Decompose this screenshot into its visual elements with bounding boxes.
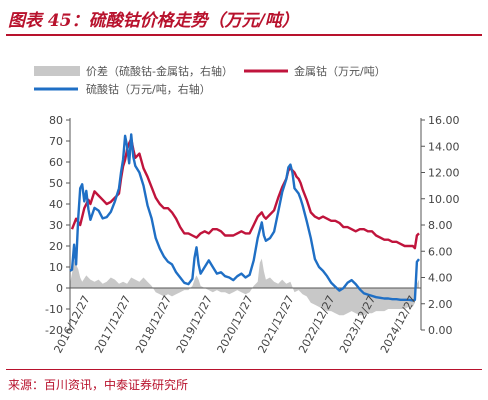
legend-label-metal: 金属钴（万元/吨） [294, 64, 386, 78]
plot-area: 80 70 60 50 40 30 20 10 0 -10 -20 16.00 14.00 12.00 10… [45, 114, 459, 355]
left-tick-label: 10 [49, 261, 63, 274]
right-tick-label: 4.00 [428, 272, 453, 285]
left-tick-label: -10 [45, 303, 63, 316]
left-tick-label: 60 [49, 156, 63, 169]
source-note: 来源：百川资讯，中泰证券研究所 [8, 378, 189, 392]
right-tick-label: 8.00 [428, 219, 453, 232]
cobalt-price-chart: 价差（硫酸钴-金属钴，右轴） 金属钴（万元/吨） 硫酸钴（万元/吨，右轴） 80… [34, 64, 460, 355]
right-tick-label: 6.00 [428, 245, 453, 258]
legend-swatch-spread [34, 66, 80, 76]
left-tick-label: 50 [49, 177, 63, 190]
legend-label-sulfate: 硫酸钴（万元/吨，右轴） [86, 82, 211, 96]
right-tick-label: 10.00 [428, 193, 460, 206]
left-tick-label: -20 [45, 324, 63, 337]
x-tick-label: 2020/12/27 [215, 293, 256, 355]
x-tick-label: 2018/12/27 [133, 293, 174, 355]
right-tick-label: 16.00 [428, 114, 460, 127]
left-tick-label: 40 [49, 198, 63, 211]
left-tick-label: 80 [49, 114, 63, 127]
left-tick-label: 70 [49, 135, 63, 148]
chart-legend: 价差（硫酸钴-金属钴，右轴） 金属钴（万元/吨） 硫酸钴（万元/吨，右轴） [34, 64, 386, 96]
left-tick-label: 0 [56, 282, 63, 295]
right-tick-label: 2.00 [428, 298, 453, 311]
legend-label-spread: 价差（硫酸钴-金属钴，右轴） [86, 64, 233, 78]
right-tick-label: 0.00 [428, 324, 453, 337]
x-tick-label: 2017/12/27 [92, 293, 133, 355]
chart-title: 图表 45：硫酸钴价格走势（万元/吨） [8, 11, 299, 31]
series-spread-area [70, 258, 419, 316]
title-divider [6, 34, 482, 36]
right-tick-label: 14.00 [428, 140, 460, 153]
source-divider [6, 369, 482, 370]
left-tick-label: 20 [49, 240, 63, 253]
series-cobalt-sulfate-line [69, 133, 420, 302]
right-tick-label: 12.00 [428, 167, 460, 180]
x-tick-label: 2021/12/27 [255, 293, 296, 355]
x-tick-label: 2019/12/27 [174, 293, 215, 355]
left-tick-label: 30 [49, 219, 63, 232]
